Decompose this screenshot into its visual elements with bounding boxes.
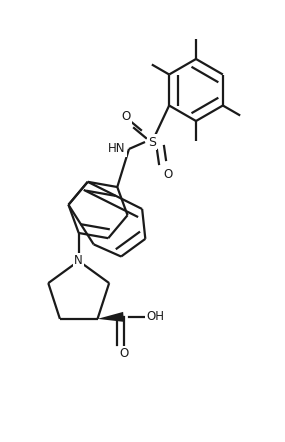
Text: O: O (163, 168, 173, 180)
Text: O: O (119, 347, 128, 360)
Polygon shape (97, 312, 124, 322)
Text: S: S (148, 136, 156, 149)
Text: HN: HN (108, 142, 126, 156)
Text: N: N (74, 255, 83, 267)
Text: OH: OH (146, 310, 164, 324)
Text: O: O (121, 110, 131, 122)
